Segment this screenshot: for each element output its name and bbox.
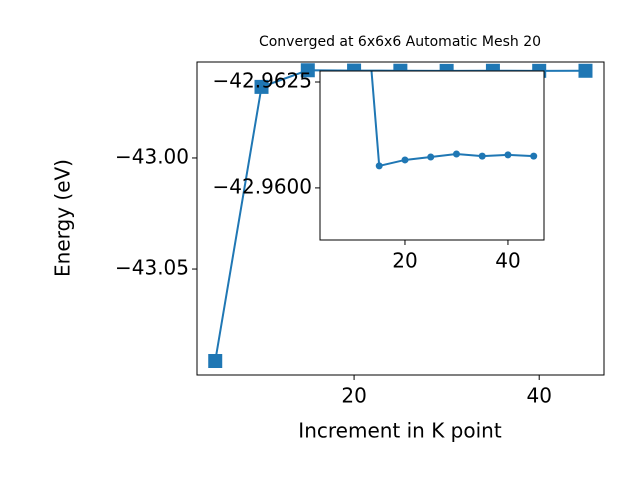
x-tick-label: 20 xyxy=(341,384,366,408)
marker xyxy=(300,63,315,78)
marker xyxy=(478,152,486,160)
marker xyxy=(254,79,269,94)
y-tick-label: −43.05 xyxy=(115,256,189,280)
marker xyxy=(504,151,512,159)
y-tick-label: −43.00 xyxy=(115,144,189,168)
marker xyxy=(375,162,383,170)
axes-frame xyxy=(196,61,605,376)
x-axis-label: Increment in K point xyxy=(298,419,502,443)
y-axis-label: Energy (eV) xyxy=(51,159,75,277)
chart-title: Converged at 6x6x6 Automatic Mesh 20 xyxy=(259,34,541,50)
x-tick-label: 20 xyxy=(392,249,417,273)
marker xyxy=(401,156,409,164)
x-tick-label: 40 xyxy=(526,384,551,408)
y-tick-label: −42.9600 xyxy=(213,174,312,198)
y-tick-label: −42.9625 xyxy=(213,69,312,93)
marker xyxy=(208,354,223,369)
marker xyxy=(578,63,593,78)
marker xyxy=(530,152,538,160)
marker xyxy=(427,153,435,161)
marker xyxy=(452,150,460,158)
axes: 20 40 −42.9625 −42.9600 xyxy=(213,69,545,273)
x-tick-label: 40 xyxy=(495,249,520,273)
plot-area xyxy=(370,71,538,170)
axes-frame xyxy=(319,70,545,241)
